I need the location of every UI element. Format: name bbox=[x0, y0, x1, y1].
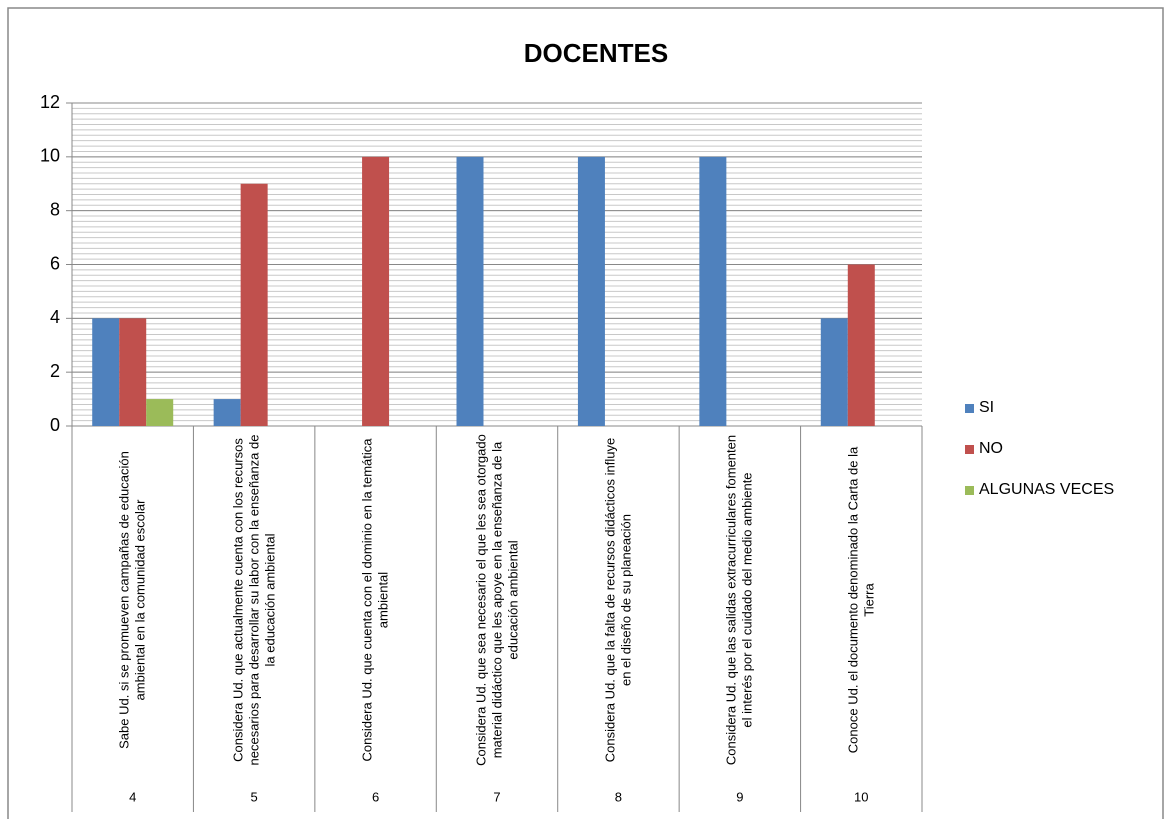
x-tick-code: 4 bbox=[129, 789, 136, 804]
y-tick-label: 10 bbox=[40, 146, 60, 166]
chart-title: DOCENTES bbox=[524, 38, 668, 68]
bar bbox=[92, 318, 120, 426]
x-tick-label: Sabe Ud. si se promueven campañas de edu… bbox=[116, 451, 148, 749]
x-tick-label: Considera Ud. que las salidas extracurri… bbox=[723, 434, 755, 766]
x-tick-code: 8 bbox=[615, 789, 622, 804]
y-tick-label: 4 bbox=[50, 307, 60, 327]
bar bbox=[699, 156, 727, 427]
y-tick-label: 8 bbox=[50, 199, 60, 219]
x-tick-label: Conoce Ud. el documento denominado la Ca… bbox=[845, 446, 877, 754]
bar bbox=[820, 318, 848, 426]
x-tick-code: 5 bbox=[251, 789, 258, 804]
bar bbox=[119, 318, 147, 426]
y-tick-label: 0 bbox=[50, 415, 60, 435]
bar bbox=[362, 156, 390, 427]
legend-label: SI bbox=[979, 399, 994, 416]
legend-swatch bbox=[965, 486, 974, 495]
y-tick-label: 6 bbox=[50, 253, 60, 273]
x-tick-code: 9 bbox=[736, 789, 743, 804]
bar bbox=[240, 183, 268, 426]
bar bbox=[456, 156, 484, 427]
x-tick-code: 7 bbox=[493, 789, 500, 804]
x-tick-label: Considera Ud. que cuenta con el dominio … bbox=[359, 438, 391, 762]
bar bbox=[146, 399, 174, 426]
y-tick-label: 12 bbox=[40, 92, 60, 112]
x-tick-code: 10 bbox=[854, 789, 868, 804]
legend-swatch bbox=[965, 445, 974, 454]
y-tick-label: 2 bbox=[50, 361, 60, 381]
legend-swatch bbox=[965, 404, 974, 413]
legend-label: NO bbox=[979, 440, 1003, 457]
legend-label: ALGUNAS VECES bbox=[979, 481, 1114, 498]
x-tick-label: Considera Ud. que actualmente cuenta con… bbox=[230, 434, 278, 766]
x-tick-label: Considera Ud. que sea necesario el que l… bbox=[473, 434, 520, 766]
bar bbox=[577, 156, 605, 427]
x-tick-code: 6 bbox=[372, 789, 379, 804]
bar bbox=[847, 264, 875, 426]
bar bbox=[213, 399, 241, 426]
x-tick-label: Considera Ud. que la falta de recursos d… bbox=[602, 437, 634, 763]
